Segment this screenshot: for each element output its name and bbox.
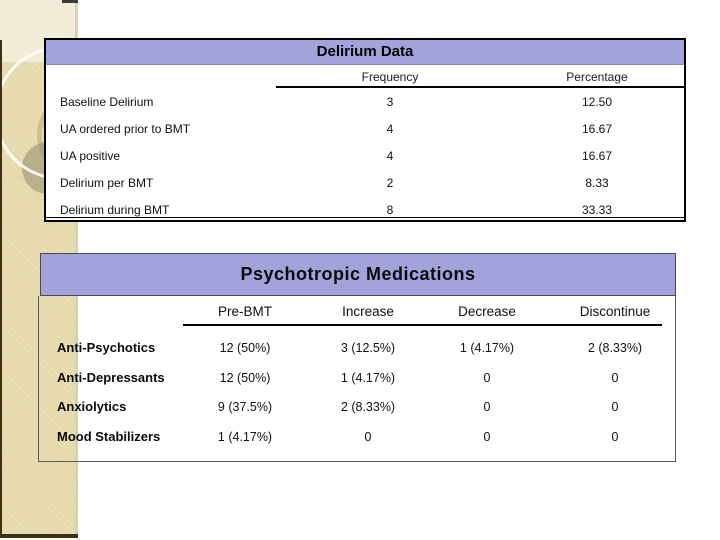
table-row: Delirium during BMT 8 33.33 — [46, 203, 684, 223]
top-edge-artifact — [62, 0, 78, 3]
pre-bmt-value: 1 (4.17%) — [217, 430, 273, 444]
percentage-value: 16.67 — [581, 122, 613, 136]
decrease-value: 0 — [483, 400, 491, 414]
medications-table: Pre-BMT Increase Decrease Discontinue An… — [38, 296, 676, 462]
table-bottom-rule — [46, 217, 684, 218]
row-label: Baseline Delirium — [60, 95, 154, 109]
decrease-value: 1 (4.17%) — [459, 341, 515, 355]
discontinue-value: 0 — [611, 371, 619, 385]
table-row: Baseline Delirium 3 12.50 — [46, 95, 684, 115]
table-row: Anxiolytics 9 (37.5%) 2 (8.33%) 0 0 — [39, 399, 675, 421]
discontinue-value: 2 (8.33%) — [587, 341, 643, 355]
pre-bmt-value: 9 (37.5%) — [217, 400, 273, 414]
column-header-discontinue: Discontinue — [579, 304, 651, 319]
table-title: Delirium Data — [316, 43, 414, 60]
discontinue-value: 0 — [611, 400, 619, 414]
frequency-value: 4 — [386, 149, 394, 163]
table-row: Anti-Depressants 12 (50%) 1 (4.17%) 0 0 — [39, 370, 675, 392]
column-header-frequency: Frequency — [361, 70, 419, 84]
row-label: Anti-Psychotics — [57, 340, 156, 355]
table-row: Delirium per BMT 2 8.33 — [46, 176, 684, 196]
row-label: UA positive — [60, 149, 121, 163]
medications-title-band: Psychotropic Medications — [40, 253, 676, 296]
column-header-pre-bmt: Pre-BMT — [218, 304, 272, 319]
row-label: Delirium during BMT — [60, 203, 170, 217]
decrease-value: 0 — [483, 371, 491, 385]
table-row: UA positive 4 16.67 — [46, 149, 684, 169]
row-label: UA ordered prior to BMT — [60, 122, 191, 136]
table-title: Psychotropic Medications — [240, 264, 476, 284]
row-label: Anti-Depressants — [57, 370, 165, 385]
header-underline — [276, 86, 684, 88]
frequency-value: 3 — [386, 95, 394, 109]
frequency-value: 4 — [386, 122, 394, 136]
percentage-value: 8.33 — [585, 176, 609, 190]
header-underline — [183, 324, 662, 326]
table-row: UA ordered prior to BMT 4 16.67 — [46, 122, 684, 142]
delirium-data-table: Delirium Data Frequency Percentage Basel… — [44, 38, 686, 222]
column-header-increase: Increase — [342, 304, 394, 319]
row-label: Mood Stabilizers — [57, 429, 161, 444]
frequency-value: 8 — [386, 203, 394, 217]
pre-bmt-value: 12 (50%) — [219, 371, 271, 385]
strip-bottom-border — [0, 534, 78, 538]
pre-bmt-value: 12 (50%) — [219, 341, 271, 355]
row-label: Anxiolytics — [57, 399, 127, 414]
table-row: Mood Stabilizers 1 (4.17%) 0 0 0 — [39, 429, 675, 451]
table-title-band: Delirium Data — [46, 40, 684, 65]
decrease-value: 0 — [483, 430, 491, 444]
column-header-decrease: Decrease — [458, 304, 516, 319]
percentage-value: 16.67 — [581, 149, 613, 163]
increase-value: 2 (8.33%) — [340, 400, 396, 414]
percentage-value: 33.33 — [581, 203, 613, 217]
frequency-value: 2 — [386, 176, 394, 190]
increase-value: 1 (4.17%) — [340, 371, 396, 385]
increase-value: 3 (12.5%) — [340, 341, 396, 355]
discontinue-value: 0 — [611, 430, 619, 444]
table-row: Anti-Psychotics 12 (50%) 3 (12.5%) 1 (4.… — [39, 340, 675, 362]
percentage-value: 12.50 — [581, 95, 613, 109]
increase-value: 0 — [364, 430, 372, 444]
column-header-percentage: Percentage — [566, 70, 628, 84]
row-label: Delirium per BMT — [60, 176, 154, 190]
strip-left-border — [0, 40, 2, 538]
